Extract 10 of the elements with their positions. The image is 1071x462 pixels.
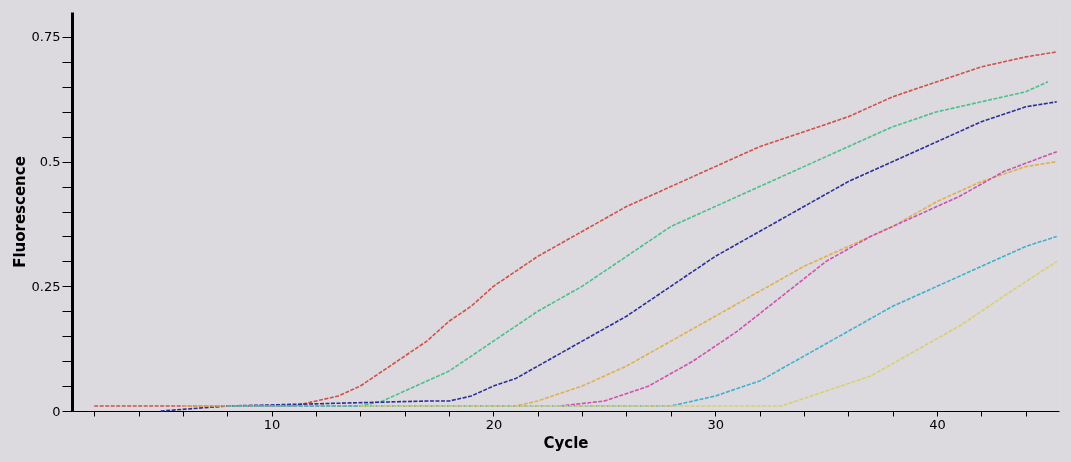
- x-tick-label: 40: [929, 416, 946, 432]
- y-tick-label: 0.25: [31, 278, 61, 294]
- y-axis-title: Fluorescence: [10, 156, 29, 268]
- x-tick-label: 30: [707, 416, 724, 432]
- y-tick-label: 0: [52, 403, 61, 419]
- x-axis-title: Cycle: [543, 433, 589, 452]
- y-tick-label: 0.5: [39, 154, 61, 170]
- x-tick-label: 10: [263, 416, 281, 432]
- x-tick-label: 20: [485, 416, 503, 432]
- y-tick-label: 0.75: [31, 29, 61, 45]
